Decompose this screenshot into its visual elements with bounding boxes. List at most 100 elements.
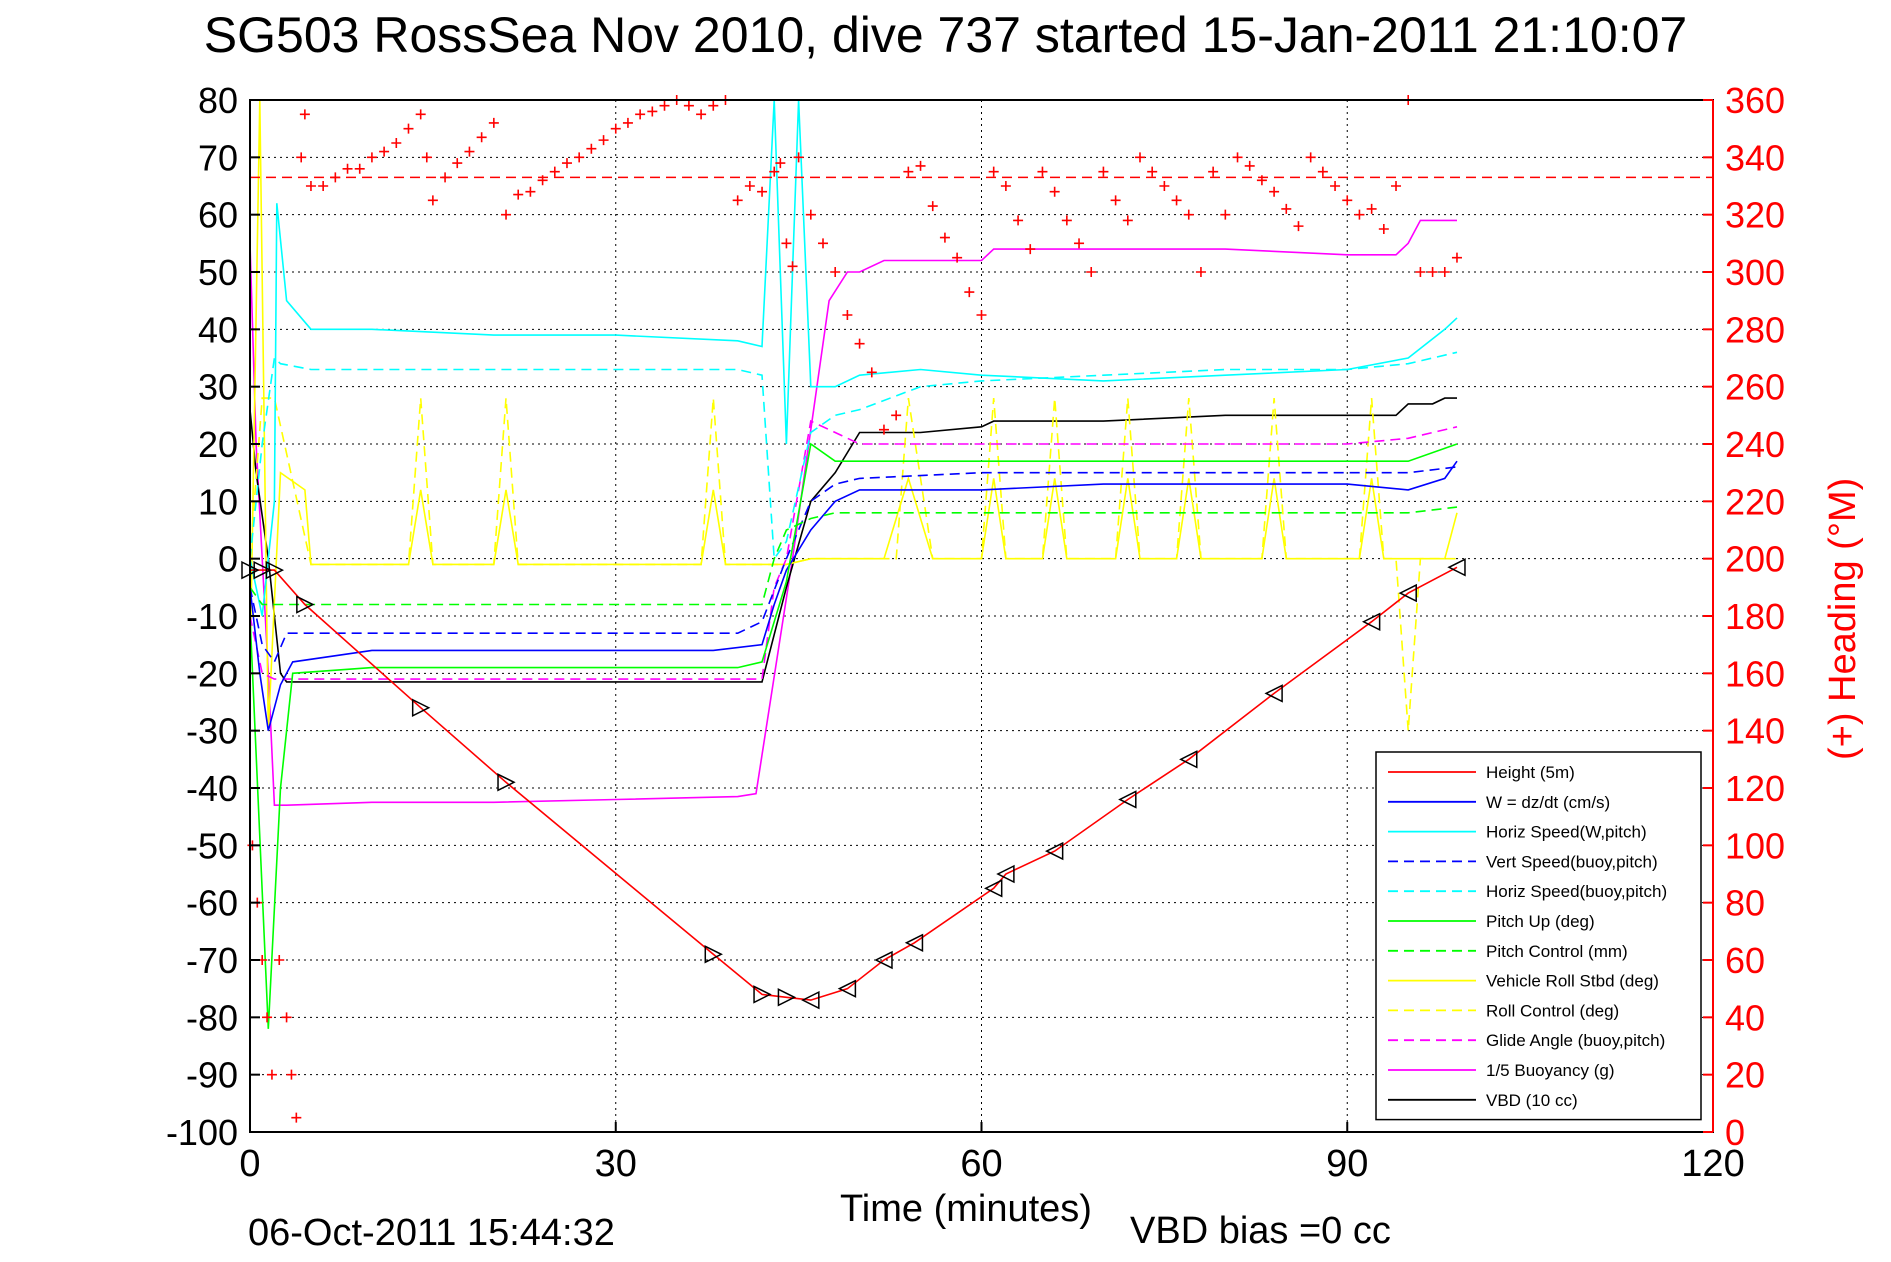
series-line-9	[249, 419, 1458, 680]
height-marker	[1118, 790, 1137, 809]
y-tick-label: -80	[186, 997, 238, 1038]
heading-marker	[1305, 152, 1316, 163]
x-tick-label: 30	[595, 1143, 637, 1185]
legend: Height (5m) W = dz/dt (cm/s) Horiz Speed(W…	[1375, 751, 1702, 1121]
height-marker	[497, 773, 516, 792]
heading-marker	[915, 160, 926, 171]
y-tick-label: -70	[186, 940, 238, 981]
y2-tick-label: 120	[1725, 768, 1785, 809]
series-line-0	[250, 566, 1458, 1001]
legend-label: Horiz Speed(buoy,pitch)	[1486, 882, 1667, 901]
heading-marker	[1293, 221, 1304, 232]
y-tick-label: 30	[198, 367, 238, 408]
height-marker	[1447, 558, 1466, 577]
heading-marker	[305, 181, 316, 191]
heading-marker	[354, 163, 365, 174]
series-line-1	[249, 460, 1458, 731]
height-marker	[1179, 750, 1198, 769]
height-marker	[904, 933, 924, 953]
heading-marker	[683, 100, 694, 111]
heading-marker	[561, 158, 572, 169]
heading-marker	[281, 1012, 292, 1023]
heading-marker	[1391, 181, 1402, 191]
heading-marker	[286, 1069, 297, 1080]
heading-marker	[427, 195, 438, 206]
vbd-bias-label: VBD bias =0 cc	[1130, 1210, 1391, 1252]
y-tick-label: 40	[198, 309, 238, 350]
heading-marker	[866, 367, 877, 378]
heading-marker	[440, 172, 451, 183]
y2-tick-label: 60	[1725, 940, 1765, 981]
legend-label: Pitch Control (mm)	[1486, 942, 1628, 961]
x-tick-label: 60	[960, 1143, 1002, 1185]
heading-marker	[1110, 195, 1121, 206]
y-tick-label: 10	[198, 481, 238, 522]
heading-marker	[488, 117, 499, 128]
heading-marker	[1147, 166, 1158, 177]
heading-marker	[793, 152, 804, 163]
heading-marker	[787, 261, 798, 272]
heading-marker	[708, 100, 719, 111]
series-line-4	[249, 351, 1458, 561]
timestamp-label: 06-Oct-2011 15:44:32	[248, 1212, 615, 1254]
heading-marker	[296, 152, 307, 163]
heading-marker	[574, 152, 585, 163]
heading-marker	[1183, 209, 1194, 220]
heading-marker	[342, 163, 353, 174]
height-marker	[753, 985, 772, 1004]
heading-marker	[854, 338, 865, 349]
heading-marker	[1269, 186, 1280, 197]
height-marker	[996, 864, 1015, 884]
height-triangle-markers	[241, 558, 1466, 1010]
y2-tick-label: 340	[1725, 137, 1785, 178]
heading-marker	[952, 252, 963, 263]
series-lines	[249, 99, 1458, 1029]
heading-marker	[403, 123, 414, 134]
y-tick-label: -20	[186, 653, 238, 694]
y2-tick-label: 240	[1725, 424, 1785, 465]
heading-marker	[391, 138, 402, 148]
y2-tick-label: 40	[1725, 997, 1765, 1038]
series-line-3	[249, 466, 1458, 664]
heading-marker	[891, 410, 902, 421]
heading-marker	[525, 186, 536, 197]
heading-marker	[262, 1012, 273, 1023]
heading-marker	[1013, 215, 1024, 226]
heading-marker	[775, 158, 786, 169]
heading-marker	[1061, 215, 1072, 226]
heading-marker	[659, 100, 670, 111]
y2-tick-label: 80	[1725, 883, 1765, 924]
y2-tick-label: 140	[1725, 711, 1785, 752]
height-marker	[253, 560, 272, 580]
y2-tick-label: 160	[1725, 653, 1785, 694]
heading-marker	[266, 1069, 277, 1080]
series-line-8	[249, 397, 1457, 731]
heading-marker	[878, 424, 889, 435]
height-marker	[411, 698, 431, 717]
y-tick-label: 80	[198, 80, 238, 121]
heading-marker	[1220, 209, 1231, 220]
heading-marker	[1000, 181, 1011, 191]
heading-marker	[1037, 166, 1048, 177]
heading-marker	[1342, 195, 1353, 206]
y-tick-label: -30	[186, 711, 238, 752]
height-marker	[777, 988, 797, 1007]
axis-ticks: 0 30 60 90 12080706050403020100-10-20-30-40-…	[166, 80, 1785, 1185]
heading-marker	[1317, 166, 1328, 177]
legend-label: Pitch Up (deg)	[1486, 912, 1595, 931]
y2-tick-label: 360	[1725, 80, 1785, 121]
y2-tick-label: 200	[1725, 539, 1785, 580]
heading-marker	[513, 189, 524, 200]
y2-axis-label: (+) Heading (°M)	[1822, 477, 1864, 760]
heading-marker	[299, 109, 310, 120]
heading-marker	[622, 117, 633, 128]
y2-tick-label: 280	[1725, 309, 1785, 350]
height-marker	[1398, 583, 1417, 603]
heading-marker	[366, 152, 377, 163]
y2-tick-label: 220	[1725, 481, 1785, 522]
y-tick-label: 70	[198, 137, 238, 178]
series-line-2	[249, 99, 1458, 617]
height-marker	[704, 945, 723, 964]
height-marker	[1361, 612, 1381, 631]
